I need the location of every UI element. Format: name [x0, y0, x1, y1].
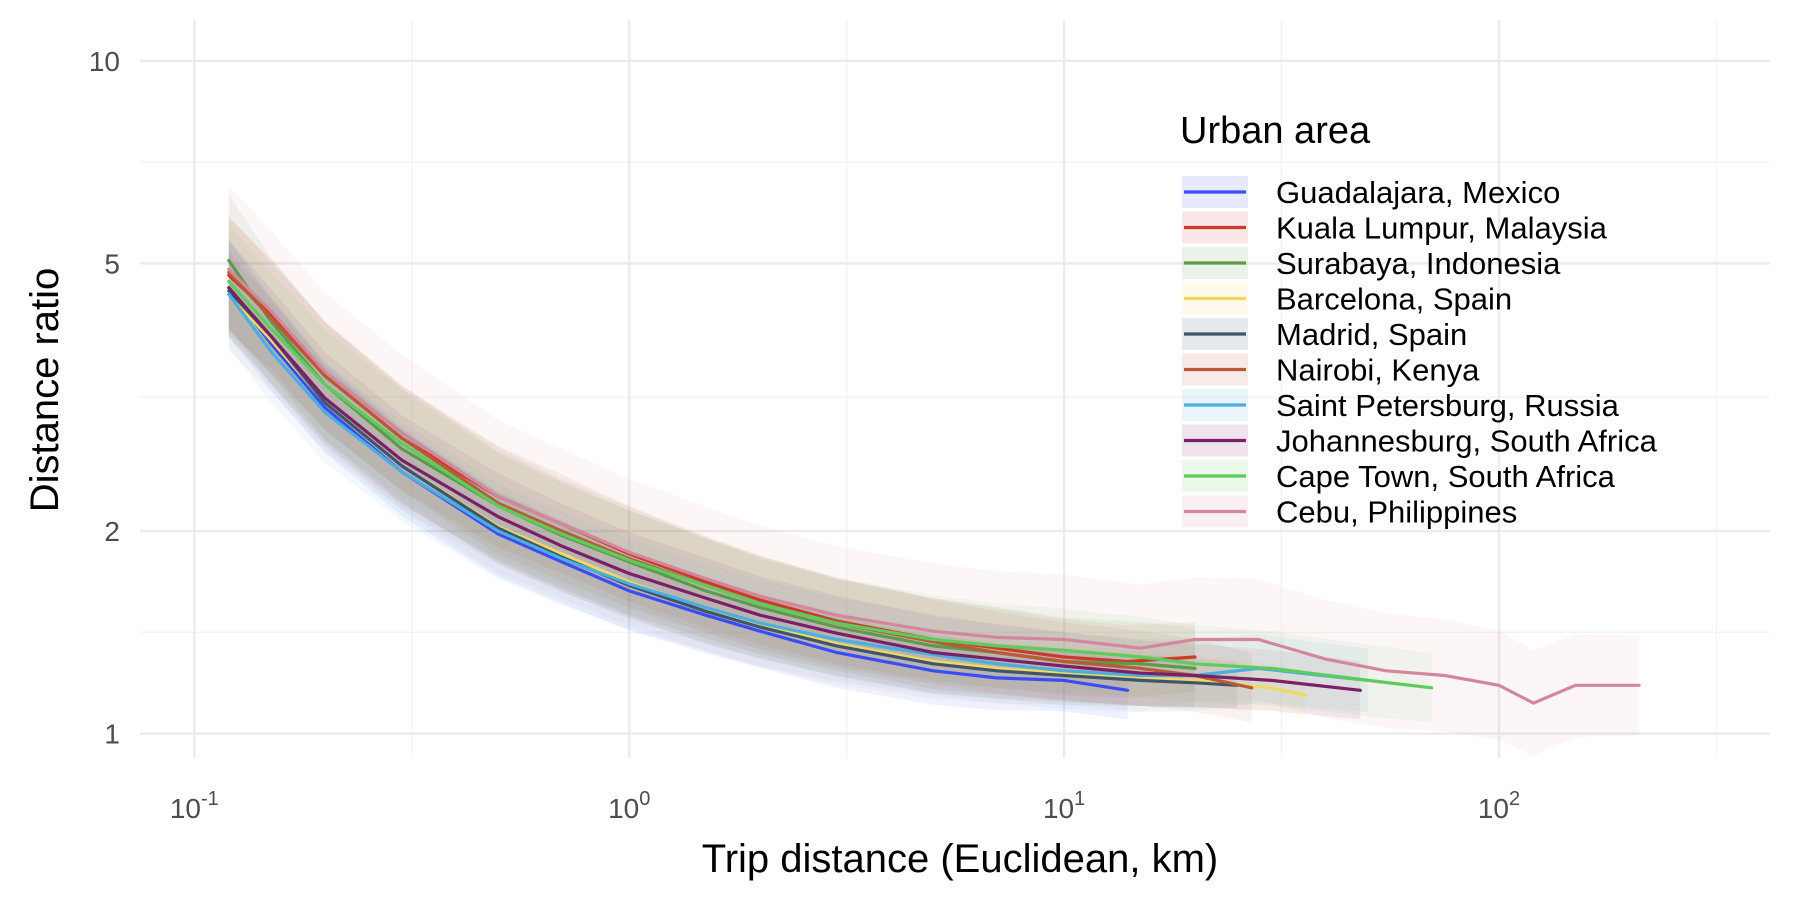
- series-line: [227, 286, 1362, 692]
- legend-label: Barcelona, Spain: [1276, 282, 1512, 317]
- legend-label: Guadalajara, Mexico: [1276, 175, 1560, 210]
- series-line: [227, 286, 1130, 692]
- legend-label: Kuala Lumpur, Malaysia: [1276, 211, 1608, 246]
- y-tick-label: 5: [104, 248, 120, 279]
- series-lines: [227, 258, 1641, 705]
- series-line: [227, 292, 1370, 683]
- legend-label: Cebu, Philippines: [1276, 495, 1517, 530]
- x-axis-title: Trip distance (Euclidean, km): [702, 837, 1218, 881]
- x-tick-label: 100: [608, 788, 650, 824]
- x-axis-ticks: 10-1 100 101 102: [170, 788, 1520, 824]
- legend-label: Madrid, Spain: [1276, 317, 1467, 352]
- legend-label: Saint Petersburg, Russia: [1276, 388, 1620, 423]
- x-tick-label: 102: [1478, 788, 1520, 824]
- legend-title: Urban area: [1180, 110, 1371, 152]
- series-line: [227, 267, 1641, 705]
- y-tick-label: 10: [89, 46, 120, 77]
- series-line: [227, 289, 1239, 687]
- series-line: [227, 279, 1434, 690]
- legend-label: Surabaya, Indonesia: [1276, 246, 1561, 281]
- grid-major: [140, 20, 1770, 758]
- x-tick-label: 101: [1043, 788, 1085, 824]
- y-axis-ticks: 1 2 5 10: [89, 46, 120, 750]
- legend-label: Cape Town, South Africa: [1276, 459, 1616, 494]
- y-axis-title: Distance ratio: [23, 268, 67, 513]
- y-tick-label: 1: [104, 719, 120, 750]
- x-tick-label: 10-1: [170, 788, 219, 824]
- legend-label: Nairobi, Kenya: [1276, 353, 1480, 388]
- series-band: [228, 187, 1640, 757]
- y-tick-label: 2: [104, 516, 120, 547]
- legend-label: Johannesburg, South Africa: [1276, 424, 1658, 459]
